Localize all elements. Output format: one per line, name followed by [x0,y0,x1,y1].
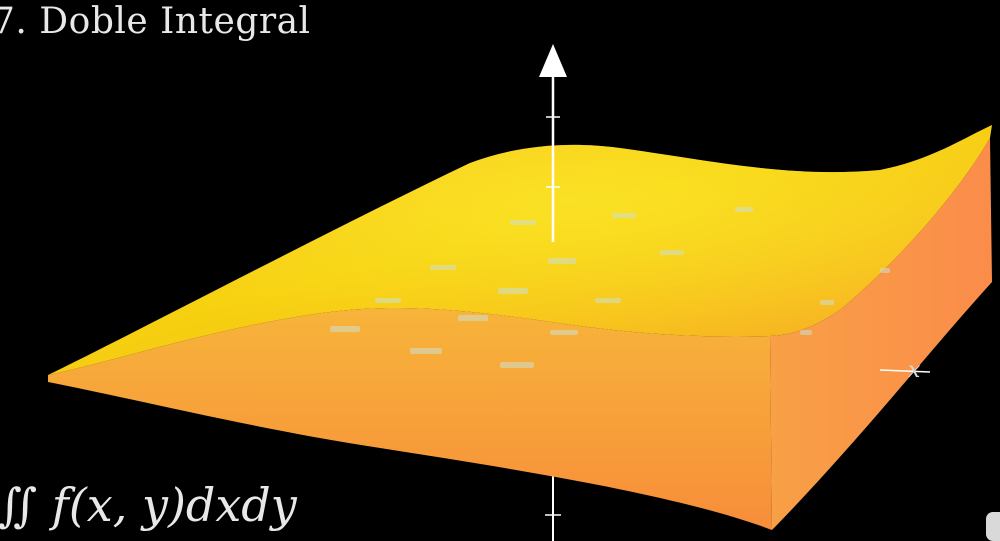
surface-side-face [770,138,992,530]
x-axis-stub [879,369,931,373]
surface-grid-marks [330,207,890,368]
x-axis-label: x [908,358,921,383]
z-axis-arrowhead [539,44,567,77]
corner-glyph [986,512,1000,541]
surface-front-face [48,307,772,530]
scene-title: 7. Doble Integral [0,1,311,42]
double-integral-formula: ∬ f(x, y)dxdy [0,478,297,532]
surface-glow [48,125,992,375]
